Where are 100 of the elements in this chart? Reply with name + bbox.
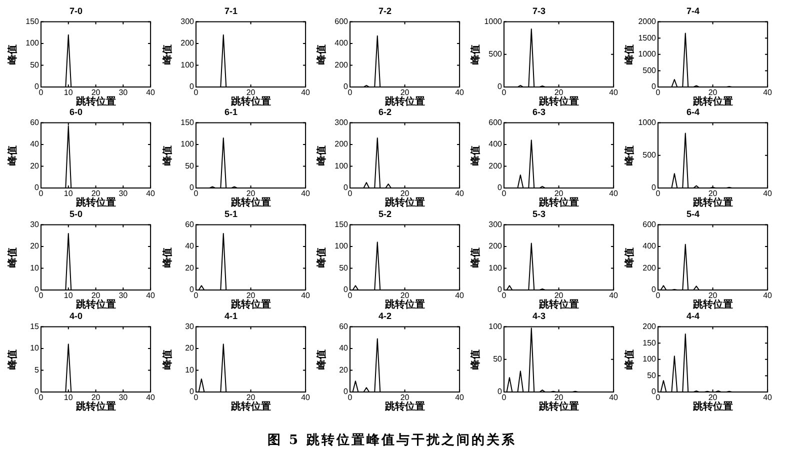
- x-tick-label: 40: [763, 88, 773, 98]
- y-tick-label: 50: [30, 60, 40, 70]
- y-tick-label: 100: [642, 354, 657, 364]
- y-axis-title: 峰值: [316, 44, 328, 64]
- x-tick-label: 20: [708, 393, 718, 402]
- chart-title: 6-0: [69, 106, 83, 117]
- y-axis-title: 峰值: [162, 145, 174, 166]
- y-tick-label: 0: [498, 82, 503, 92]
- y-tick-label: 200: [642, 322, 657, 332]
- chart-title: 6-1: [224, 106, 238, 117]
- y-axis-title: 峰值: [6, 145, 19, 166]
- chart-title: 5-1: [224, 208, 238, 219]
- x-axis-title: 跳转位置: [538, 196, 579, 209]
- y-tick-label: 30: [30, 220, 40, 230]
- y-axis-title: 峰值: [470, 145, 482, 166]
- y-tick-label: 0: [34, 82, 40, 92]
- y-tick-label: 0: [34, 183, 40, 192]
- y-tick-label: 60: [30, 118, 40, 128]
- y-axis-title: 峰值: [162, 349, 174, 370]
- y-tick-label: 0: [34, 285, 40, 294]
- x-tick-label: 20: [554, 291, 564, 300]
- y-tick-label: 50: [339, 263, 349, 272]
- x-tick-label: 20: [400, 88, 410, 98]
- y-tick-label: 200: [488, 161, 503, 170]
- y-tick-label: 0: [652, 387, 657, 396]
- y-tick-label: 10: [185, 365, 195, 374]
- x-tick-label: 10: [64, 88, 74, 98]
- x-tick-label: 40: [301, 189, 311, 198]
- y-tick-label: 0: [344, 285, 349, 294]
- y-tick-label: 100: [334, 161, 349, 170]
- x-tick-label: 20: [246, 393, 256, 402]
- y-tick-label: 200: [642, 263, 657, 272]
- chart-title: 5-0: [69, 208, 83, 219]
- y-tick-label: 0: [190, 387, 195, 396]
- x-tick-label: 40: [146, 88, 156, 98]
- x-tick-label: 20: [400, 291, 410, 300]
- y-tick-label: 0: [498, 183, 503, 192]
- x-tick-label: 40: [301, 393, 311, 402]
- y-tick-label: 0: [190, 183, 195, 192]
- chart-title: 7-2: [378, 6, 392, 16]
- caption: 图 5 跳转位置峰值与干扰之间的关系: [267, 433, 517, 448]
- y-tick-label: 20: [30, 242, 40, 251]
- x-tick-label: 20: [246, 88, 256, 98]
- x-tick-label: 40: [455, 88, 465, 98]
- x-axis-title: 跳转位置: [384, 196, 425, 209]
- y-tick-label: 20: [185, 344, 195, 353]
- chart-title: 5-3: [532, 208, 546, 219]
- y-tick-label: 20: [30, 161, 40, 170]
- x-axis-title: 跳转位置: [384, 400, 425, 413]
- x-axis-title: 跳转位置: [538, 298, 579, 311]
- x-tick-label: 30: [118, 291, 128, 300]
- x-tick-label: 40: [455, 189, 465, 198]
- y-tick-label: 200: [334, 60, 349, 70]
- y-tick-label: 0: [190, 285, 195, 294]
- x-tick-label: 40: [301, 88, 311, 98]
- y-axis-title: 峰值: [470, 44, 482, 64]
- x-axis-title: 跳转位置: [692, 196, 733, 209]
- y-tick-label: 100: [488, 263, 503, 272]
- y-tick-label: 30: [185, 322, 195, 332]
- y-tick-label: 200: [334, 140, 349, 149]
- x-tick-label: 40: [763, 393, 773, 402]
- y-tick-label: 10: [30, 263, 40, 272]
- y-tick-label: 40: [185, 242, 195, 251]
- x-axis-title: 跳转位置: [74, 96, 116, 108]
- y-tick-label: 1000: [484, 17, 503, 26]
- x-axis-title: 跳转位置: [230, 400, 271, 413]
- y-axis-title: 峰值: [6, 247, 19, 268]
- y-tick-label: 0: [498, 387, 503, 396]
- y-tick-label: 300: [334, 118, 349, 128]
- chart-title: 7-0: [69, 6, 83, 16]
- y-tick-label: 150: [26, 17, 40, 26]
- chart-title: 4-0: [69, 310, 83, 321]
- y-tick-label: 0: [344, 183, 349, 192]
- y-axis-title: 峰值: [624, 247, 636, 268]
- y-tick-label: 400: [642, 242, 657, 251]
- x-tick-label: 40: [609, 393, 619, 402]
- x-axis-title: 跳转位置: [692, 298, 733, 311]
- x-axis-title: 跳转位置: [74, 196, 116, 209]
- x-tick-label: 20: [708, 88, 718, 98]
- chart-title: 6-4: [686, 106, 700, 117]
- y-tick-label: 2000: [638, 17, 657, 26]
- x-tick-label: 20: [554, 189, 564, 198]
- x-tick-label: 40: [763, 291, 773, 300]
- x-tick-label: 20: [91, 291, 101, 300]
- x-tick-label: 20: [246, 291, 256, 300]
- x-tick-label: 20: [554, 393, 564, 402]
- x-axis-title: 跳转位置: [538, 400, 579, 413]
- y-tick-label: 200: [488, 242, 503, 251]
- x-axis-title: 跳转位置: [230, 298, 271, 311]
- y-axis-title: 峰值: [624, 349, 636, 370]
- x-tick-label: 20: [246, 189, 256, 198]
- x-axis-title: 跳转位置: [538, 96, 579, 108]
- x-tick-label: 40: [455, 393, 465, 402]
- y-tick-label: 60: [339, 322, 349, 332]
- y-tick-label: 20: [339, 365, 349, 374]
- x-tick-label: 20: [91, 189, 101, 198]
- x-tick-label: 30: [118, 88, 128, 98]
- x-tick-label: 20: [708, 291, 718, 300]
- y-tick-label: 1500: [638, 33, 657, 42]
- chart-title: 4-2: [378, 310, 392, 321]
